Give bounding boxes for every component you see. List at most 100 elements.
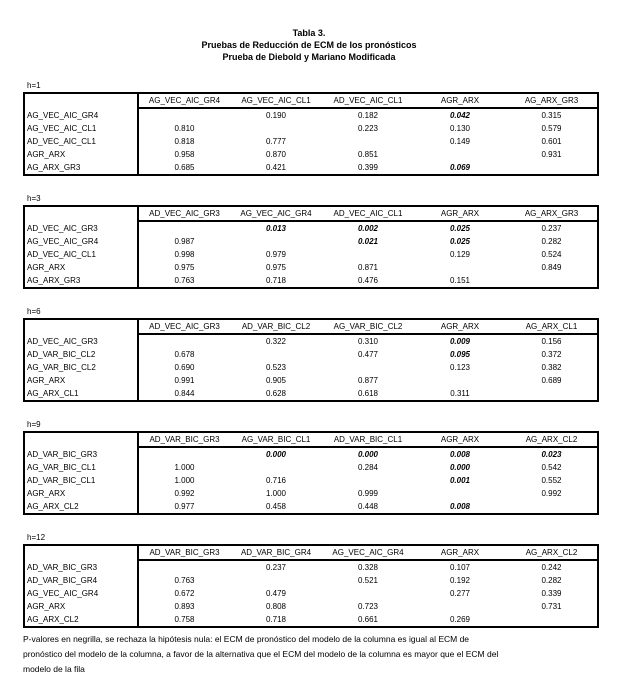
column-header: AGR_ARX — [414, 206, 506, 222]
p-value-cell: 0.579 — [541, 124, 562, 133]
p-value-cell: 0.458 — [265, 502, 287, 511]
row-label: AG_ARX_GR3 — [24, 274, 139, 288]
horizon-label-h12: h=12 — [27, 533, 46, 542]
table-row: AG_ARX_CL2 0.977 0.458 0.448 0.008 — [24, 500, 598, 514]
p-value-cell: 0.661 — [357, 615, 379, 624]
p-value-cell — [506, 161, 598, 175]
table-row: AD_VEC_AIC_GR3 0.322 0.310 0.009 0.156 — [24, 334, 598, 348]
p-value-cell: 0.763 — [174, 576, 195, 585]
p-value-cell: 0.223 — [357, 124, 379, 133]
dm-test-table-h3: AD_VEC_AIC_GR3 AG_VEC_AIC_GR4 AD_VEC_AIC_C… — [23, 205, 599, 289]
table-row: AG_ARX_CL2 0.758 0.718 0.661 0.269 — [24, 613, 598, 627]
p-value-cell: 0.731 — [541, 602, 562, 611]
table-row: AG_VEC_AIC_GR4 0.190 0.182 0.042 0.315 — [24, 108, 598, 122]
p-value-cell: 0.192 — [449, 576, 471, 585]
p-value-cell: 0.849 — [541, 263, 562, 272]
p-value-cell: 0.237 — [541, 224, 562, 233]
p-value-cell: 0.476 — [357, 276, 379, 285]
p-value-cell: 0.893 — [174, 602, 195, 611]
table-row: AGR_ARX 0.975 0.975 0.871 0.849 — [24, 261, 598, 274]
p-value-cell — [230, 122, 322, 135]
p-value-cell: 0.477 — [357, 350, 379, 359]
table-row: AGR_ARX 0.992 1.000 0.999 0.992 — [24, 487, 598, 500]
p-value-cell: 0.718 — [265, 276, 287, 285]
p-value-cell: 0.763 — [174, 276, 195, 285]
dm-test-table-h1: AG_VEC_AIC_GR4 AG_VEC_AIC_CL1 AD_VEC_AIC_C… — [23, 92, 599, 176]
p-value-cell: 0.382 — [541, 363, 562, 372]
header-row: AD_VAR_BIC_GR3 AD_VAR_BIC_GR4 AG_VEC_AIC_G… — [24, 545, 598, 561]
tables-area: h=1 AG_VEC_AIC_GR4 AG_VEC_AIC_CL1 AD_VEC_A… — [23, 80, 599, 677]
title-line-3: Prueba de Diebold y Mariano Modificada — [222, 52, 396, 62]
p-value-cell: 0.521 — [357, 576, 379, 585]
p-value-cell: 0.877 — [357, 376, 379, 385]
p-value-cell — [138, 334, 230, 348]
p-value-cell: 0.618 — [357, 389, 379, 398]
horizon-label-h1: h=1 — [27, 81, 41, 90]
row-label: AG_ARX_GR3 — [24, 161, 139, 175]
header-row: AD_VEC_AIC_GR3 AD_VAR_BIC_CL2 AG_VAR_BIC_C… — [24, 319, 598, 335]
table-row: AG_VAR_BIC_CL2 0.690 0.523 0.123 0.382 — [24, 361, 598, 374]
row-label: AD_VAR_BIC_GR3 — [24, 447, 139, 461]
table-row: AG_ARX_GR3 0.685 0.421 0.399 0.069 — [24, 161, 598, 175]
p-value-cell — [322, 248, 414, 261]
p-value-cell — [414, 487, 506, 500]
p-value-cell: 0.851 — [357, 150, 379, 159]
p-value-cell: 0.042 — [449, 111, 471, 120]
p-value-cell: 0.818 — [174, 137, 195, 146]
p-value-cell: 0.315 — [541, 111, 562, 120]
p-value-cell: 1.000 — [174, 463, 195, 472]
p-value-cell: 0.524 — [541, 250, 562, 259]
title-line-1: Tabla 3. — [292, 28, 326, 38]
table-row: AG_VAR_BIC_CL1 1.000 0.284 0.000 0.542 — [24, 461, 598, 474]
p-value-cell: 0.905 — [265, 376, 287, 385]
p-value-cell — [506, 387, 598, 401]
column-header: AD_VAR_BIC_GR3 — [138, 432, 230, 448]
p-value-cell: 0.130 — [449, 124, 471, 133]
p-value-cell: 0.523 — [265, 363, 287, 372]
table-corner-cell — [24, 545, 139, 560]
row-label: AD_VEC_AIC_GR3 — [24, 334, 139, 348]
row-label: AG_VAR_BIC_CL2 — [24, 361, 139, 374]
p-value-cell: 0.237 — [265, 563, 287, 572]
p-value-cell: 0.000 — [265, 450, 287, 459]
p-value-cell: 0.025 — [449, 237, 471, 246]
row-label: AD_VAR_BIC_CL1 — [24, 474, 139, 487]
table-row: AGR_ARX 0.991 0.905 0.877 0.689 — [24, 374, 598, 387]
table-section-h3: h=3 AD_VEC_AIC_GR3 AG_VEC_AIC_GR4 AD_VEC_A… — [23, 193, 599, 289]
column-header: AD_VEC_AIC_CL1 — [322, 93, 414, 109]
column-header: AGR_ARX — [414, 545, 506, 561]
p-value-cell — [322, 587, 414, 600]
p-value-cell: 0.871 — [357, 263, 379, 272]
p-value-cell: 0.282 — [541, 237, 562, 246]
column-header: AD_VEC_AIC_GR3 — [138, 206, 230, 222]
row-label: AG_VEC_AIC_GR4 — [24, 587, 139, 600]
row-label: AG_VAR_BIC_CL1 — [24, 461, 139, 474]
table-row: AD_VEC_AIC_CL1 0.998 0.979 0.129 0.524 — [24, 248, 598, 261]
table-corner-cell — [24, 319, 139, 334]
p-value-cell: 1.000 — [174, 476, 195, 485]
column-header: AD_VAR_BIC_CL1 — [322, 432, 414, 448]
p-value-cell: 0.182 — [357, 111, 379, 120]
horizon-label-h3: h=3 — [27, 194, 41, 203]
table-row: AD_VEC_AIC_CL1 0.818 0.777 0.149 0.601 — [24, 135, 598, 148]
p-value-cell — [230, 348, 322, 361]
p-value-cell: 0.810 — [174, 124, 195, 133]
column-header: AG_ARX_CL1 — [506, 319, 598, 335]
table-section-h12: h=12 AD_VAR_BIC_GR3 AD_VAR_BIC_GR4 AG_VEC_… — [23, 532, 599, 628]
p-value-cell: 0.282 — [541, 576, 562, 585]
footnote-line-3: modelo de la fila — [23, 664, 85, 674]
column-header: AD_VEC_AIC_CL1 — [322, 206, 414, 222]
p-value-cell — [138, 108, 230, 122]
row-label: AD_VAR_BIC_GR4 — [24, 574, 139, 587]
table-row: AD_VAR_BIC_GR3 0.000 0.000 0.008 0.023 — [24, 447, 598, 461]
dm-test-table-h9: AD_VAR_BIC_GR3 AG_VAR_BIC_CL1 AD_VAR_BIC_C… — [23, 431, 599, 515]
table-row: AG_VEC_AIC_GR4 0.672 0.479 0.277 0.339 — [24, 587, 598, 600]
column-header: AGR_ARX — [414, 432, 506, 448]
p-value-cell: 0.979 — [265, 250, 287, 259]
table-section-h1: h=1 AG_VEC_AIC_GR4 AG_VEC_AIC_CL1 AD_VEC_A… — [23, 80, 599, 176]
p-value-cell: 0.000 — [357, 450, 379, 459]
p-value-cell: 0.322 — [265, 337, 287, 346]
p-value-cell: 1.000 — [265, 489, 287, 498]
p-value-cell — [414, 600, 506, 613]
p-value-cell: 0.149 — [449, 137, 471, 146]
